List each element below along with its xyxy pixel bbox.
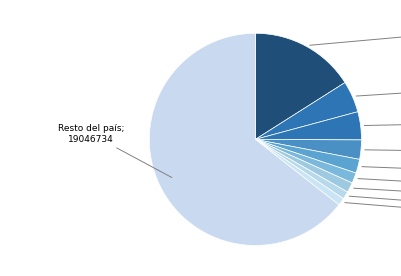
Text: Cali; 1418657: Cali; 1418657 (356, 86, 401, 96)
Text: Barranquilla; 869899: Barranquilla; 869899 (365, 147, 401, 156)
Text: Ibagué; 336641: Ibagué; 336641 (345, 203, 401, 216)
Wedge shape (255, 139, 356, 183)
Text: Resto del país;
19046734: Resto del país; 19046734 (58, 124, 172, 177)
Text: Medellín; 1264747: Medellín; 1264747 (365, 119, 401, 128)
Wedge shape (255, 112, 361, 140)
Wedge shape (255, 139, 348, 199)
Wedge shape (255, 33, 345, 139)
Text: Pereira; 346484: Pereira; 346484 (349, 196, 401, 208)
Text: Bogotá; 4731410: Bogotá; 4731410 (310, 28, 401, 45)
Wedge shape (255, 139, 361, 160)
Wedge shape (255, 139, 343, 205)
Text: Bucaramanga; 453208: Bucaramanga; 453208 (354, 188, 401, 199)
Wedge shape (255, 139, 352, 192)
Wedge shape (149, 33, 339, 245)
Text: Cúcuta; 472011: Cúcuta; 472011 (358, 179, 401, 188)
Text: Cartagena; 625958: Cartagena; 625958 (362, 166, 401, 175)
Wedge shape (255, 83, 358, 139)
Wedge shape (255, 139, 360, 173)
